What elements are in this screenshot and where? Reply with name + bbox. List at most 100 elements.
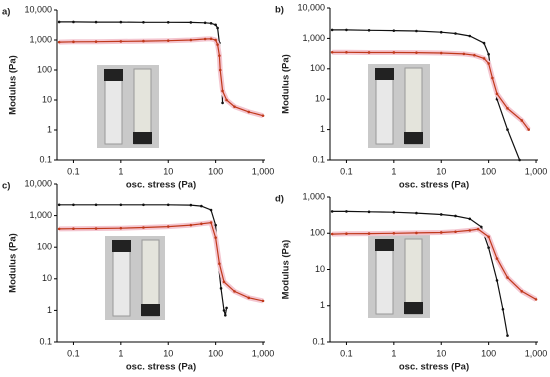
y-tick-label: 100: [37, 64, 52, 74]
data-point: [203, 37, 207, 41]
y-tick-label: 10,000: [24, 4, 52, 14]
data-point: [142, 20, 145, 24]
x-tick-label: 100: [481, 348, 496, 358]
vial-cap: [133, 132, 152, 144]
data-point: [218, 262, 221, 266]
data-point: [261, 114, 265, 117]
data-point: [487, 62, 490, 65]
data-point: [200, 222, 203, 226]
data-point: [189, 203, 193, 207]
y-tick-label: 0.1: [39, 336, 52, 346]
data-point: [119, 203, 123, 207]
data-point: [476, 227, 480, 231]
x-tick-label: 1,000: [525, 166, 548, 176]
data-point: [506, 128, 509, 131]
data-point: [94, 20, 98, 24]
data-point: [222, 280, 226, 284]
panel-label: a): [2, 7, 10, 18]
y-tick-label: 10: [42, 94, 52, 104]
x-axis-label: osc. stress (Pa): [126, 362, 196, 372]
data-point: [473, 53, 476, 57]
y-tick-label: 10: [42, 273, 52, 283]
y-tick-label: 1,000: [29, 210, 52, 220]
data-point: [225, 306, 228, 310]
data-point: [57, 40, 61, 44]
vial: [112, 249, 131, 317]
x-tick-label: 10: [436, 166, 446, 176]
data-point: [439, 231, 443, 234]
data-point: [119, 40, 123, 43]
y-tick-label: 10: [315, 94, 325, 104]
x-tick-label: 100: [208, 348, 223, 358]
data-point: [415, 211, 418, 215]
vial-cap: [104, 69, 123, 81]
data-point: [218, 68, 222, 72]
data-point: [57, 20, 61, 24]
data-point: [518, 158, 521, 162]
data-point: [94, 40, 98, 43]
x-tick-label: 10: [436, 348, 446, 358]
x-tick-label: 1,000: [525, 348, 548, 358]
data-point: [214, 236, 217, 239]
y-tick-label: 1: [320, 124, 325, 134]
data-point: [491, 76, 494, 80]
data-point: [534, 298, 538, 301]
y-axis-label: Modulus (Pa): [8, 55, 19, 115]
data-point: [527, 128, 530, 131]
data-point: [487, 246, 490, 249]
series-line: [332, 228, 537, 300]
x-axis-label: osc. stress (Pa): [126, 180, 196, 191]
data-point: [345, 50, 348, 54]
data-point: [209, 221, 213, 224]
vial-cap: [375, 239, 394, 251]
data-point: [506, 334, 509, 337]
data-point: [166, 39, 170, 42]
y-tick-label: 1,000: [302, 33, 325, 43]
y-tick-label: 1: [47, 305, 52, 315]
data-point: [330, 50, 334, 54]
y-tick-label: 0.1: [312, 336, 325, 346]
panel-label: b): [275, 5, 284, 16]
data-point: [454, 230, 457, 234]
series-line: [59, 21, 224, 103]
data-point: [520, 119, 524, 122]
y-tick-label: 100: [310, 228, 325, 238]
data-point: [72, 20, 75, 24]
data-point: [72, 40, 75, 44]
data-point: [495, 92, 499, 96]
panel-label: c): [2, 181, 10, 192]
x-tick-label: 0.1: [340, 348, 353, 358]
series-line: [332, 51, 530, 130]
data-point: [367, 51, 371, 54]
x-tick-label: 100: [208, 166, 223, 176]
data-point: [166, 20, 170, 24]
data-point: [487, 52, 490, 56]
data-point: [367, 210, 371, 214]
y-axis-label: Modulus (Pa): [8, 233, 19, 293]
data-point: [119, 20, 123, 24]
data-point: [367, 28, 371, 32]
error-band: [332, 49, 531, 132]
panel-label: d): [275, 194, 284, 205]
data-point: [218, 54, 221, 57]
data-point: [345, 28, 348, 32]
data-point: [203, 21, 207, 25]
x-tick-label: 1,000: [252, 348, 275, 358]
data-point: [189, 38, 193, 42]
y-tick-label: 100: [310, 63, 325, 73]
x-tick-label: 1: [118, 348, 123, 358]
x-axis-label: osc. stress (Pa): [399, 362, 469, 372]
data-point: [261, 299, 265, 303]
x-axis-label: osc. stress (Pa): [399, 180, 469, 191]
data-point: [367, 232, 371, 235]
data-point: [415, 51, 418, 54]
y-axis-label: Modulus (Pa): [281, 240, 292, 300]
data-point: [224, 313, 227, 317]
data-point: [468, 229, 472, 232]
data-point: [72, 203, 75, 207]
data-point: [330, 232, 334, 236]
x-tick-label: 1: [391, 348, 396, 358]
data-point: [454, 214, 457, 218]
